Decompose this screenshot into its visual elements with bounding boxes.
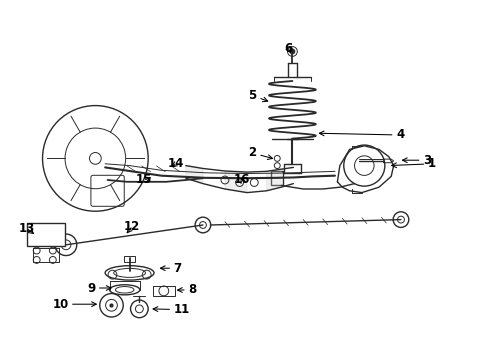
Text: 4: 4	[319, 129, 404, 141]
Text: 12: 12	[123, 220, 140, 233]
Polygon shape	[185, 166, 203, 184]
Text: 11: 11	[153, 303, 189, 316]
Text: 10: 10	[52, 298, 96, 311]
Polygon shape	[266, 169, 281, 191]
Polygon shape	[224, 171, 246, 193]
Text: 3: 3	[402, 154, 430, 167]
Circle shape	[289, 49, 294, 54]
FancyBboxPatch shape	[123, 256, 135, 262]
Text: 2: 2	[248, 147, 272, 159]
FancyBboxPatch shape	[271, 171, 283, 185]
Text: 14: 14	[167, 157, 184, 170]
Text: 15: 15	[136, 174, 152, 186]
Text: 1: 1	[391, 157, 435, 170]
Text: 13: 13	[19, 222, 35, 235]
Text: 16: 16	[233, 174, 250, 186]
Text: 9: 9	[87, 282, 111, 294]
FancyBboxPatch shape	[153, 285, 174, 296]
Text: 8: 8	[177, 283, 196, 296]
FancyBboxPatch shape	[27, 223, 64, 246]
Text: 6: 6	[284, 42, 292, 55]
Text: 7: 7	[160, 262, 182, 275]
Text: 5: 5	[248, 89, 267, 102]
